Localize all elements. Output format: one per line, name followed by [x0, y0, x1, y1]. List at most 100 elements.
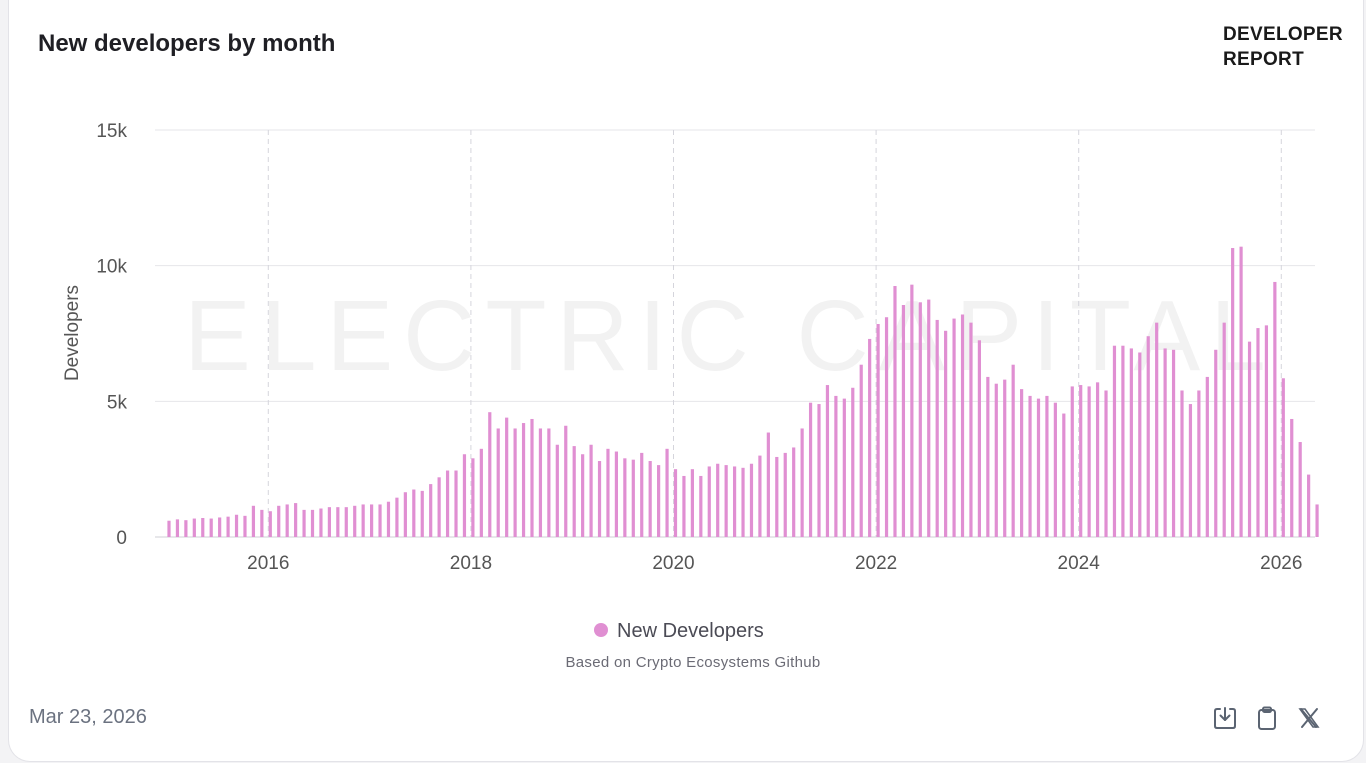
electric-capital-watermark: ELECTRIC CAPITAL [184, 280, 1276, 392]
bar [876, 324, 880, 537]
bar [969, 322, 973, 537]
developer-report-logo[interactable]: DEVELOPER REPORT [1223, 22, 1343, 72]
brand-line-1: DEVELOPER [1223, 24, 1343, 45]
bar [817, 404, 821, 537]
bar [741, 467, 745, 537]
x-tick-label: 2016 [247, 553, 289, 574]
bar [994, 383, 998, 537]
bar [918, 302, 922, 537]
bar [1214, 349, 1218, 537]
bar [277, 505, 281, 537]
bar [986, 376, 990, 537]
bar [749, 463, 754, 537]
x-share-icon[interactable] [1296, 705, 1322, 731]
bar [808, 402, 813, 537]
bar [302, 509, 306, 537]
bar [1087, 386, 1091, 537]
bar [310, 509, 315, 537]
y-tick-label: 10k [96, 257, 127, 278]
bar [564, 425, 568, 537]
y-tick-label: 5k [107, 392, 128, 413]
chart-card: New developers by month DEVELOPER REPORT [8, 0, 1364, 762]
x-tick-label: 2018 [450, 553, 492, 574]
bar [758, 455, 762, 537]
bar [952, 318, 956, 537]
bar [496, 428, 500, 537]
y-tick-label: 0 [116, 528, 127, 549]
bar [1298, 442, 1302, 537]
bar [530, 418, 534, 537]
bar [395, 497, 399, 537]
bar [488, 412, 492, 537]
bar [783, 452, 787, 537]
bar [716, 463, 720, 537]
bar [842, 398, 846, 537]
bar [538, 428, 543, 537]
bar [614, 451, 619, 537]
bar [690, 469, 694, 537]
bar [327, 507, 331, 537]
report-date: Mar 23, 2026 [29, 706, 147, 728]
bar [1180, 390, 1184, 537]
bar [1239, 246, 1243, 537]
chart-title: New developers by month [38, 30, 336, 57]
bar [1045, 395, 1049, 537]
bar [1231, 248, 1235, 537]
bar [673, 469, 678, 537]
download-icon[interactable] [1212, 705, 1238, 731]
bar [657, 465, 661, 537]
bar [412, 489, 416, 537]
x-tick-label: 2022 [855, 553, 897, 574]
bar [234, 514, 239, 537]
bar [1104, 390, 1108, 537]
bar [201, 518, 205, 537]
bar [825, 385, 830, 537]
bar [462, 454, 467, 537]
bar [353, 505, 357, 537]
bar [521, 423, 526, 537]
bar [251, 505, 256, 537]
bar [766, 432, 770, 537]
clipboard-icon[interactable] [1254, 705, 1280, 731]
bar [175, 519, 180, 537]
bar [1053, 402, 1057, 537]
bar [445, 470, 450, 537]
bar [1247, 341, 1252, 537]
bar [1129, 348, 1133, 537]
bar [682, 475, 686, 537]
bar [665, 448, 669, 537]
bar [1290, 418, 1294, 537]
bar [268, 511, 272, 537]
bar [285, 504, 289, 537]
bar [513, 428, 517, 537]
bar [884, 317, 889, 537]
bar [209, 518, 213, 537]
bar [1171, 349, 1176, 537]
bar [901, 305, 906, 537]
bar [378, 504, 382, 537]
bar [1121, 345, 1125, 537]
legend-label: New Developers [617, 620, 764, 642]
bar [344, 507, 348, 537]
x-tick-label: 2020 [652, 553, 694, 574]
bar [429, 484, 433, 537]
bar [623, 458, 627, 537]
source-note: Based on Crypto Ecosystems Github [565, 654, 820, 671]
bar [1011, 364, 1015, 537]
bar [868, 338, 872, 537]
bar [1020, 389, 1024, 537]
bar [648, 461, 652, 537]
bar [834, 395, 838, 537]
bar [1079, 385, 1083, 537]
legend-marker [594, 623, 608, 637]
bar [319, 508, 323, 537]
bar [1095, 382, 1100, 537]
new-developers-bar-chart: ELECTRIC CAPITAL 0 5k 10k 15k 2016 2018 2020 202… [62, 121, 1319, 671]
bar [294, 503, 298, 537]
bar [184, 520, 188, 537]
bar [859, 364, 863, 537]
bar [1188, 404, 1193, 537]
bar [732, 466, 737, 537]
bar [724, 465, 728, 537]
bar [631, 459, 635, 537]
